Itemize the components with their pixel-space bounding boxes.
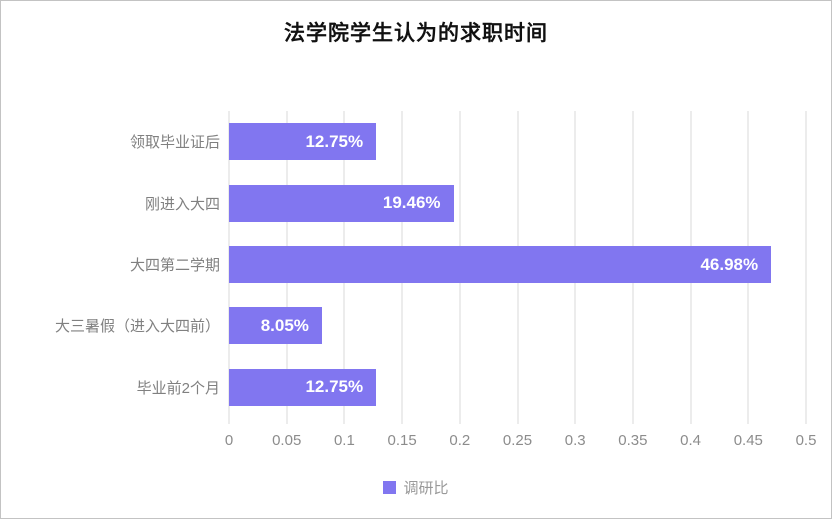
bar-row: 领取毕业证后 12.75% <box>130 111 806 172</box>
bar: 19.46% <box>229 184 454 222</box>
bar-value-label: 46.98% <box>700 254 759 274</box>
x-tick-label: 0.05 <box>272 432 302 449</box>
x-tick-label: 0.25 <box>502 432 533 449</box>
chart-title: 法学院学生认为的求职时间 <box>284 22 548 45</box>
x-tick-label: 0.1 <box>333 432 355 449</box>
bar-value-label: 8.05% <box>260 315 309 335</box>
x-tick-label: 0.2 <box>449 432 471 449</box>
bar: 8.05% <box>229 307 322 345</box>
plot-area: 领取毕业证后 12.75% 刚进入大四 19.46% 大四第二学期 46.98% 大三暑假（… <box>55 111 807 424</box>
x-tick-label: 0.35 <box>618 432 648 449</box>
bar: 12.75% <box>229 368 377 406</box>
category-label: 大四第二学期 <box>129 257 220 275</box>
bar-row: 刚进入大四 19.46% <box>145 172 806 233</box>
x-tick-label: 0.45 <box>733 432 763 449</box>
category-label: 领取毕业证后 <box>129 134 220 152</box>
category-label: 大三暑假（进入大四前） <box>54 318 220 336</box>
bar-value-label: 12.75% <box>305 377 364 397</box>
bar-rows: 领取毕业证后 12.75% 刚进入大四 19.46% 大四第二学期 46.98% 大三暑假（… <box>55 111 806 418</box>
bar-value-label: 12.75% <box>305 131 364 151</box>
x-tick-label: 0.15 <box>387 432 417 449</box>
legend-label: 调研比 <box>403 480 449 497</box>
gridline <box>805 111 807 424</box>
x-tick-label: 0.5 <box>795 432 817 449</box>
bar-row: 大四第二学期 46.98% <box>130 234 806 295</box>
x-tick-label: 0 <box>224 432 234 449</box>
legend-swatch-icon <box>383 481 397 494</box>
bar: 12.75% <box>229 123 377 161</box>
category-label: 刚进入大四 <box>144 195 220 213</box>
bar: 46.98% <box>229 246 772 284</box>
x-tick-label: 0.4 <box>680 432 702 449</box>
x-tick-label: 0.3 <box>564 432 586 449</box>
category-label: 毕业前2个月 <box>136 379 220 397</box>
bar-value-label: 19.46% <box>382 193 441 213</box>
legend[interactable]: 调研比 <box>1 477 831 498</box>
bar-row: 毕业前2个月 12.75% <box>137 357 806 418</box>
x-axis: 0 0.05 0.1 0.15 0.2 0.25 0.3 0.35 0.4 0.45 0.5 <box>225 432 817 452</box>
bar-row: 大三暑假（进入大四前） 8.05% <box>55 295 806 356</box>
